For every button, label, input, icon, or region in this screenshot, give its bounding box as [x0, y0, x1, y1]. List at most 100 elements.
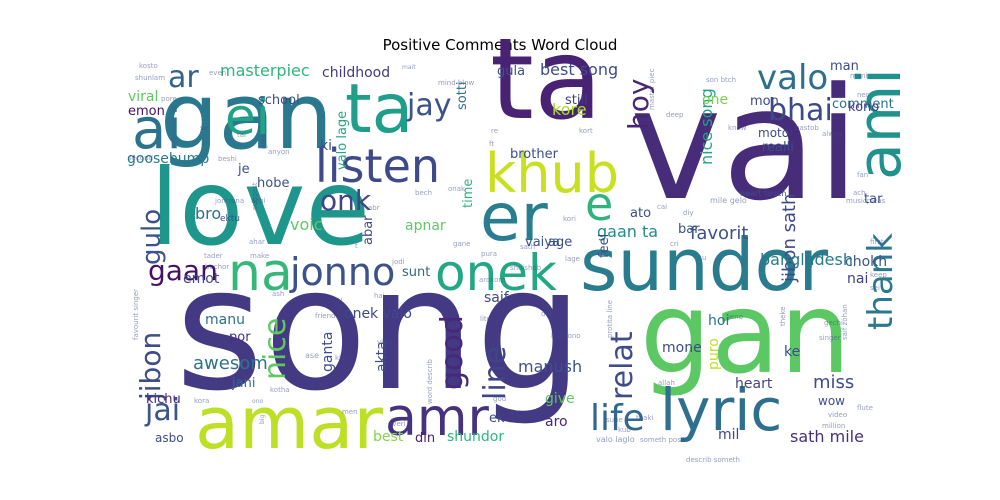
- word-fan: fan: [857, 171, 868, 179]
- word-na: na: [228, 243, 293, 303]
- word-akta: akta: [374, 341, 390, 372]
- word-heart-touch: heart touch: [740, 189, 786, 198]
- word-ektu: ektu: [220, 214, 240, 224]
- word-mon: mon: [750, 94, 779, 109]
- word-voic: voic: [290, 215, 323, 234]
- word-heart: heart: [735, 376, 773, 392]
- word-alway: alway: [822, 130, 842, 138]
- word-signific: signific: [336, 297, 344, 322]
- word-se: se: [200, 124, 208, 132]
- word-jontrona: jontrona: [214, 197, 244, 205]
- word-shoishob: shoishob: [510, 264, 542, 272]
- word-make: make: [250, 252, 269, 260]
- word-video: video: [828, 411, 847, 419]
- word-good: good: [435, 315, 470, 390]
- word-favorit: favorit: [690, 223, 749, 244]
- word-jodi: jodi: [391, 258, 405, 266]
- word-gelo: gelo: [260, 134, 268, 149]
- word-master-piec: master piec: [648, 68, 656, 110]
- word-deep: deep: [666, 111, 684, 119]
- word-ta: ta: [490, 15, 603, 145]
- word-puro: puro: [706, 338, 722, 370]
- word-bech: bech: [415, 189, 432, 197]
- word-give: give: [545, 391, 575, 407]
- word-wow: wow: [818, 394, 845, 408]
- word-ei: ei: [225, 88, 270, 146]
- word-mile-gelo: mile gelo: [710, 196, 747, 205]
- word-kokhono: kokhono: [551, 332, 581, 340]
- word-hoi: hoi: [708, 313, 729, 329]
- word-sune: sune: [606, 416, 623, 424]
- word-nice-song: nice song: [697, 88, 716, 165]
- word-onak: onak: [448, 185, 466, 193]
- word-amr: amr: [385, 388, 490, 448]
- chart-title: Positive Comments Word Cloud: [382, 36, 618, 54]
- word-hai: hai: [374, 292, 385, 300]
- word-valo-laglo: valo laglo: [596, 435, 635, 444]
- word-chokh: chokh: [845, 254, 887, 270]
- word-friend: friend: [315, 312, 335, 320]
- word-age: age: [548, 235, 572, 250]
- word-relat: relat: [605, 331, 640, 400]
- word-suggest: suggest: [251, 182, 259, 210]
- word-jibon-sath: jibon sath: [779, 194, 800, 283]
- word-best: best: [373, 429, 404, 445]
- word-sath: sath: [520, 243, 535, 251]
- word-kono: kono: [848, 100, 879, 115]
- word-jibon: jibon: [134, 332, 167, 401]
- word-singer: singer: [819, 334, 841, 342]
- word-gechi: gechi: [824, 319, 843, 327]
- word-everi: everi: [388, 420, 406, 428]
- word-feel: feel: [597, 234, 612, 258]
- word-din: din: [415, 431, 435, 446]
- word-beshi: beshi: [218, 155, 237, 163]
- word-mind-blow: mind blow: [438, 79, 475, 87]
- word-ash: ash: [272, 290, 284, 298]
- word-theke: theke: [779, 306, 787, 326]
- word-allah: allah: [658, 379, 675, 387]
- word-best-song: best song: [540, 60, 618, 79]
- word-lyric: lyric: [660, 376, 782, 444]
- word-comment: comment: [832, 97, 894, 112]
- word-je: je: [237, 162, 250, 177]
- word-onek-valo: onek valo: [344, 306, 412, 322]
- word-valo: valo: [757, 58, 828, 98]
- word-ach: ach: [853, 189, 866, 197]
- word-gula: gula: [497, 64, 525, 79]
- word-know: know: [728, 124, 747, 132]
- word-view: view: [377, 338, 393, 346]
- word-moto: moto: [758, 126, 789, 140]
- word-ase: ase: [305, 351, 319, 360]
- word-manush: manush: [518, 357, 582, 376]
- word-ato: ato: [630, 206, 651, 221]
- word-mil: mil: [718, 427, 739, 443]
- word-apnar: apnar: [405, 218, 446, 234]
- word-bochor: bochor: [205, 263, 229, 271]
- word-ahar: ahar: [249, 238, 265, 246]
- word-ek: ek: [489, 411, 505, 426]
- word-goosebump: goosebump: [127, 151, 209, 167]
- word-er: er: [480, 179, 549, 256]
- word-nice: nice: [258, 318, 293, 380]
- word-word-describ: word describ: [426, 359, 434, 404]
- word-nai: nai: [847, 271, 868, 287]
- word-ta: ta: [345, 70, 413, 149]
- word-kotha: kotha: [270, 386, 290, 394]
- word-bastob: bastob: [795, 124, 819, 132]
- word-liter: liter: [480, 315, 494, 323]
- word-kub: kub: [618, 426, 631, 434]
- word-one: one: [702, 92, 728, 108]
- word-por: por: [229, 330, 251, 345]
- word-bar: bar: [678, 222, 700, 237]
- word-kichu: kichu: [146, 392, 181, 407]
- word-love: love: [150, 147, 370, 269]
- word-men: men: [342, 408, 358, 416]
- word-mone: mone: [662, 340, 702, 356]
- word-onek: onek: [435, 244, 557, 302]
- word-flute: flute: [857, 404, 873, 412]
- word-man: man: [830, 59, 859, 74]
- word-kora: kora: [194, 397, 209, 405]
- word-tai: tai: [237, 131, 246, 139]
- word-jonno: jonno: [289, 250, 395, 294]
